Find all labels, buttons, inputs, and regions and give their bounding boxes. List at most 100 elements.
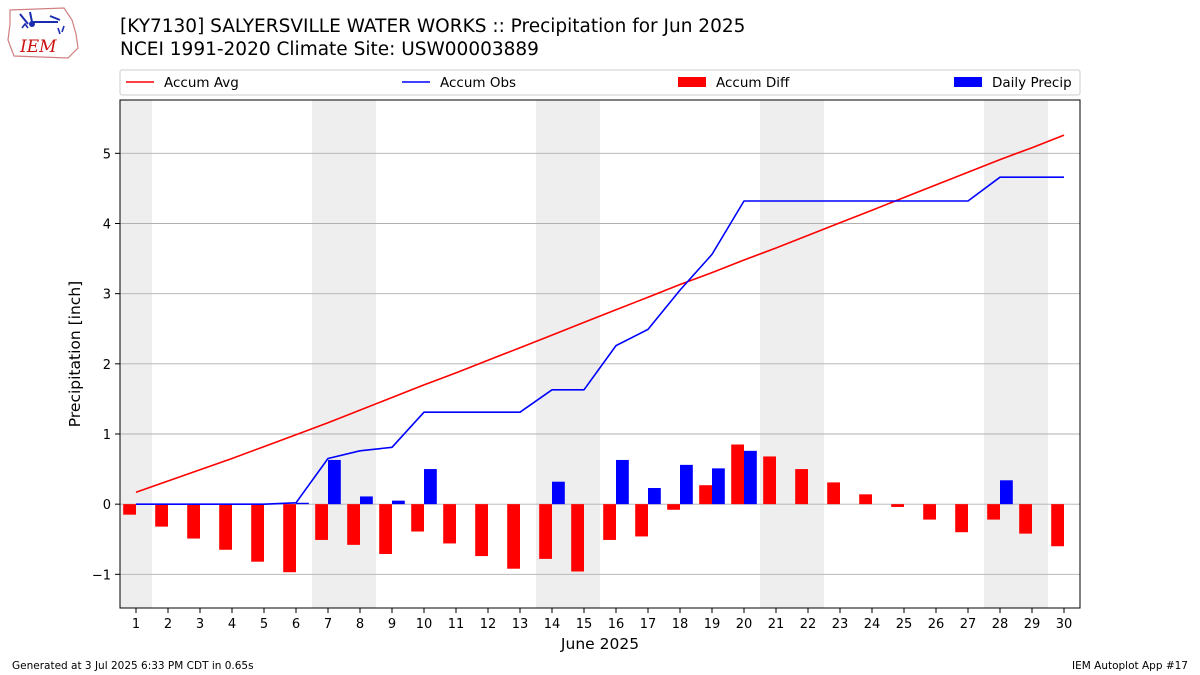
x-tick-label-29: 29 [1024, 617, 1041, 632]
accum-diff-bar-day-14 [539, 504, 552, 559]
legend-label-accum-obs: Accum Obs [440, 75, 516, 91]
x-tick-label-17: 17 [640, 617, 657, 632]
y-tick-label-3: 3 [103, 288, 111, 303]
x-tick-label-11: 11 [448, 617, 465, 632]
accum-diff-bar-day-1 [123, 504, 136, 515]
accum-diff-bar-day-19 [699, 485, 712, 505]
x-tick-label-18: 18 [672, 617, 689, 632]
x-tick-label-16: 16 [608, 617, 625, 632]
x-axis-label: June 2025 [560, 635, 639, 653]
x-tick-label-20: 20 [736, 617, 753, 632]
accum-diff-bar-day-16 [603, 504, 616, 540]
accum-diff-bar-day-9 [379, 504, 392, 554]
x-tick-label-8: 8 [356, 617, 364, 632]
y-axis-label: Precipitation [inch] [66, 281, 84, 427]
x-tick-label-22: 22 [800, 617, 817, 632]
daily-precip-bar-day-8 [360, 496, 373, 505]
y-tick-label-4: 4 [103, 217, 111, 232]
y-tick-label-1: 1 [103, 428, 111, 443]
y-tick-label--1: −1 [92, 568, 111, 583]
daily-precip-bar-day-18 [680, 464, 693, 505]
x-tick-label-7: 7 [324, 617, 332, 632]
plot-frame [119, 99, 1081, 609]
generated-timestamp: Generated at 3 Jul 2025 6:33 PM CDT in 0… [12, 660, 254, 672]
legend-swatch-accum-diff [678, 77, 706, 87]
accum-diff-bar-day-22 [795, 469, 808, 505]
accum-diff-bar-day-27 [955, 504, 968, 533]
accum-obs-line [136, 176, 1064, 506]
shade-band-3 [760, 100, 824, 608]
x-tick-label-12: 12 [480, 617, 497, 632]
legend-label-accum-diff: Accum Diff [716, 75, 790, 91]
accum-diff-bar-day-21 [763, 456, 776, 505]
accum-diff-bar-day-13 [507, 504, 520, 569]
grid-lines [120, 152, 1080, 575]
accum-diff-bar-day-30 [1051, 504, 1064, 547]
y-tick-label-5: 5 [103, 147, 111, 162]
x-tick-label-2: 2 [164, 617, 172, 632]
legend-label-daily-precip: Daily Precip [992, 75, 1072, 91]
y-tick-label-2: 2 [103, 358, 111, 373]
x-tick-label-21: 21 [768, 617, 785, 632]
bars [123, 444, 1064, 573]
x-tick-label-15: 15 [576, 617, 593, 632]
daily-precip-bar-day-20 [744, 450, 757, 505]
weekend-shading [120, 100, 1048, 608]
daily-precip-bar-day-16 [616, 459, 629, 505]
daily-precip-bar-day-14 [552, 481, 565, 505]
daily-precip-bar-day-28 [1000, 480, 1013, 505]
x-tick-label-5: 5 [260, 617, 268, 632]
iem-logo: IEM [7, 7, 79, 59]
x-tick-label-13: 13 [512, 617, 529, 632]
x-tick-label-28: 28 [992, 617, 1009, 632]
x-tick-label-6: 6 [292, 617, 300, 632]
x-tick-label-23: 23 [832, 617, 849, 632]
legend-label-accum-avg: Accum Avg [164, 75, 239, 91]
accum-diff-bar-day-11 [443, 504, 456, 544]
daily-precip-bar-day-7 [328, 459, 341, 505]
x-tick-label-19: 19 [704, 617, 721, 632]
accum-diff-bar-day-12 [475, 504, 488, 557]
accum-diff-bar-day-15 [571, 504, 584, 572]
accum-diff-bar-day-3 [187, 504, 200, 539]
daily-precip-bar-day-6 [296, 502, 309, 505]
chart-title: [KY7130] SALYERSVILLE WATER WORKS :: Pre… [120, 16, 746, 37]
y-tick-label-0: 0 [103, 498, 111, 513]
logo-text: IEM [19, 37, 57, 57]
accum-diff-bar-day-8 [347, 504, 360, 545]
accum-diff-bar-day-5 [251, 504, 264, 562]
legend-frame [119, 69, 1081, 96]
accum-diff-bar-day-2 [155, 504, 168, 527]
app-credit: IEM Autoplot App #17 [1072, 660, 1188, 672]
x-tick-label-9: 9 [388, 617, 396, 632]
accum-diff-bar-day-4 [219, 504, 232, 550]
accum-diff-bar-day-18 [667, 504, 680, 510]
accum-diff-bar-day-25 [891, 504, 904, 507]
chart-subtitle: NCEI 1991-2020 Climate Site: USW00003889 [120, 39, 539, 60]
shade-band-0 [120, 100, 152, 608]
daily-precip-bar-day-19 [712, 468, 725, 505]
accum-diff-bar-day-23 [827, 482, 840, 505]
accum-diff-bar-day-6 [283, 504, 296, 573]
x-tick-label-25: 25 [896, 617, 913, 632]
accum-diff-bar-day-17 [635, 504, 648, 537]
x-tick-label-3: 3 [196, 617, 204, 632]
legend-swatch-daily-precip [954, 77, 982, 87]
x-tick-label-24: 24 [864, 617, 881, 632]
legend: Accum Avg Accum Obs Accum Diff Daily Pre… [119, 69, 1081, 96]
accum-diff-bar-day-28 [987, 504, 1000, 520]
daily-precip-bar-day-9 [392, 500, 405, 505]
shade-band-4 [984, 100, 1048, 608]
daily-precip-bar-day-17 [648, 488, 661, 505]
x-tick-label-26: 26 [928, 617, 945, 632]
x-tick-label-4: 4 [228, 617, 236, 632]
accum-avg-line [135, 134, 1065, 493]
lines [135, 134, 1065, 506]
x-tick-label-14: 14 [544, 617, 561, 632]
x-tick-label-30: 30 [1056, 617, 1073, 632]
accum-diff-bar-day-26 [923, 504, 936, 520]
accum-diff-bar-day-20 [731, 444, 744, 505]
accum-diff-bar-day-10 [411, 504, 424, 532]
